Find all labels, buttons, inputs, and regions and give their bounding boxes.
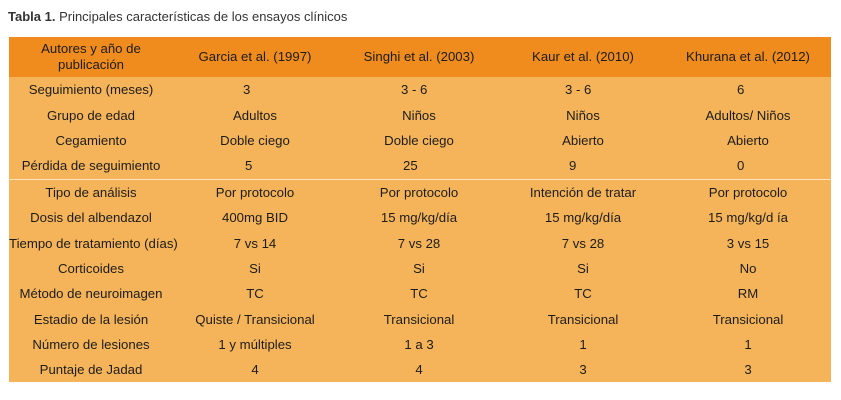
table-cell: Por protocolo [337, 178, 501, 205]
header-authors: Autores y año de publicación [41, 41, 141, 72]
table-row: Dosis del albendazol 400mg BID 15 mg/kg/… [9, 205, 831, 230]
table-cell: Transicional [712, 311, 784, 327]
clinical-trials-table-container: Autores y año de publicación Garcia et a… [9, 37, 831, 382]
row-label: Número de lesiones [32, 337, 150, 353]
table-row: Estadio de la lesión Quiste / Transicion… [9, 307, 831, 332]
table-cell: Adultos/ Niños [705, 107, 791, 123]
table-cell: 1 [744, 337, 752, 353]
row-label: Corticoides [58, 260, 124, 276]
table-cell: Doble ciego [220, 132, 290, 148]
table-row: Grupo de edad Adultos Niños Niños Adulto… [9, 102, 831, 127]
table-row: Tipo de análisis Por protocolo Por proto… [9, 178, 831, 205]
table-cell: 1 [579, 337, 587, 353]
table-cell: 15 mg/kg/día [380, 210, 458, 226]
table-cell: Si [249, 260, 261, 276]
table-cell: Por protocolo [173, 178, 337, 205]
caption-label: Tabla 1. [8, 9, 56, 24]
table-cell: 6 [737, 82, 745, 98]
table-cell: 4 [415, 362, 423, 378]
caption-text: Principales características de los ensay… [55, 9, 348, 24]
table-cell: TC [574, 286, 592, 302]
table-cell: Niños [402, 107, 436, 123]
header-kaur: Kaur et al. (2010) [532, 49, 634, 64]
table-cell: 3 [579, 362, 587, 378]
table-cell: RM [737, 286, 759, 302]
row-label: Puntaje de Jadad [39, 362, 143, 378]
table-cell: Si [577, 260, 589, 276]
table-cell: 1 y múltiples [218, 337, 292, 353]
clinical-trials-table: Autores y año de publicación Garcia et a… [9, 37, 831, 383]
table-row: Seguimiento (meses) 3 3 - 6 3 - 6 6 [9, 77, 831, 102]
table-cell: 3 - 6 [401, 82, 428, 98]
table-cell: 4 [251, 362, 259, 378]
table-cell: 3 - 6 [565, 82, 592, 98]
table-row: Tiempo de tratamiento (días) 7 vs 14 7 v… [9, 230, 831, 255]
table-row: Número de lesiones 1 y múltiples 1 a 3 1… [9, 332, 831, 357]
table-cell: Quiste / Transicional [195, 311, 315, 327]
table-cell: 400mg BID [222, 210, 288, 226]
table-cell: 3 [243, 82, 251, 98]
table-cell: Transicional [547, 311, 619, 327]
table-cell: 0 [737, 158, 745, 174]
row-label: Grupo de edad [47, 107, 135, 123]
row-label: Cegamiento [55, 132, 127, 148]
table-cell: Doble ciego [384, 132, 454, 148]
table-cell: Adultos [233, 107, 277, 123]
table-row: Cegamiento Doble ciego Doble ciego Abier… [9, 128, 831, 153]
header-khurana: Khurana et al. (2012) [686, 49, 810, 64]
table-cell: 7 vs 14 [233, 235, 277, 251]
table-cell: 15 mg/kg/día [544, 210, 622, 226]
table-cell: 1 a 3 [404, 337, 434, 353]
table-row: Puntaje de Jadad 4 4 3 3 [9, 357, 831, 382]
table-cell: 3 [744, 362, 752, 378]
table-cell: 9 [569, 158, 577, 174]
table-cell: TC [410, 286, 428, 302]
table-cell: 5 [245, 158, 253, 174]
table-cell: 7 vs 28 [397, 235, 441, 251]
row-label: Estadio de la lesión [33, 311, 149, 327]
table-cell: Abierto [562, 132, 604, 148]
table-cell: Intención de tratar [501, 178, 665, 205]
table-cell: TC [246, 286, 264, 302]
table-row: Corticoides Si Si Si No [9, 256, 831, 281]
table-cell: 15 mg/kg/d ía [708, 210, 788, 226]
table-row: Método de neuroimagen TC TC TC RM [9, 281, 831, 306]
row-label: Tipo de análisis [9, 178, 173, 205]
table-caption: Tabla 1. Principales características de … [8, 9, 347, 24]
row-label: Tiempo de tratamiento (días) [9, 235, 178, 251]
table-cell: Abierto [727, 132, 769, 148]
header-garcia: Garcia et al. (1997) [198, 49, 312, 64]
table-cell: 3 vs 15 [726, 235, 770, 251]
header-singhi: Singhi et al. (2003) [363, 49, 475, 64]
table-cell: 25 [403, 158, 418, 174]
table-cell: No [739, 260, 757, 276]
table-header-row: Autores y año de publicación Garcia et a… [9, 37, 831, 77]
row-label: Seguimiento (meses) [28, 82, 154, 98]
table-cell: Si [413, 260, 425, 276]
row-label: Dosis del albendazol [30, 210, 152, 226]
table-cell: Por protocolo [665, 178, 831, 205]
row-label: Método de neuroimagen [19, 286, 163, 302]
table-row: Pérdida de seguimiento 5 25 9 0 [9, 153, 831, 179]
table-cell: Transicional [383, 311, 455, 327]
row-label: Pérdida de seguimiento [21, 158, 161, 174]
table-cell: Niños [566, 107, 600, 123]
table-cell: 7 vs 28 [561, 235, 605, 251]
